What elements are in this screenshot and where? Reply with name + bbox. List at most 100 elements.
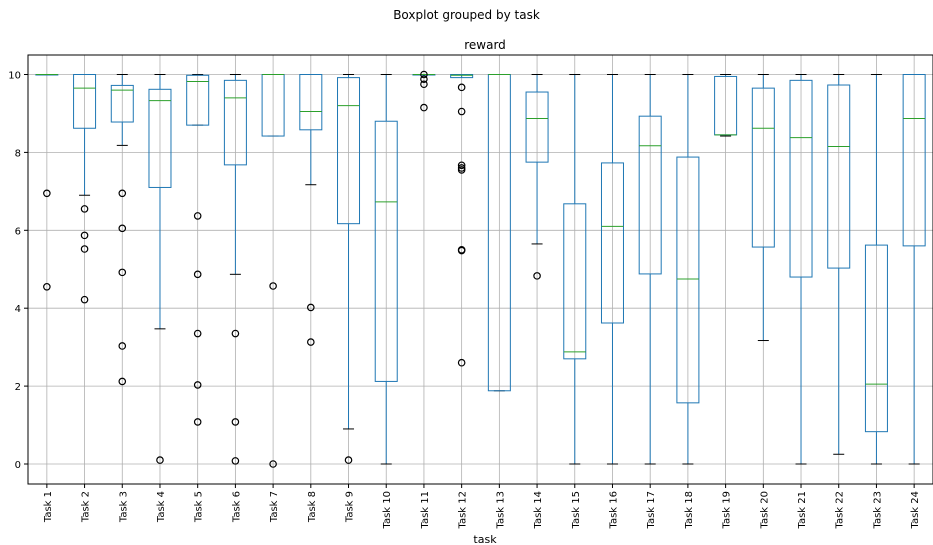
box-group [73, 74, 97, 304]
box-group [450, 74, 474, 367]
outlier-point [457, 246, 466, 255]
box-group [714, 74, 738, 137]
x-tick-label: Task 20 [759, 491, 770, 530]
x-tick-label: Task 23 [872, 491, 883, 530]
outlier-point [420, 103, 428, 112]
box-group [864, 74, 888, 465]
box-iqr [563, 203, 587, 360]
boxes-layer [35, 70, 926, 468]
outlier-point [118, 189, 127, 198]
x-tick-label: Task 10 [382, 491, 393, 530]
outlier-point [420, 75, 428, 83]
outlier-point [457, 161, 466, 170]
box-group [525, 74, 549, 280]
x-tick-label: Task 15 [571, 491, 582, 530]
outlier-point [193, 329, 202, 338]
box-iqr [223, 79, 247, 166]
x-tick-label: Task 5 [194, 491, 205, 523]
outlier-point [420, 70, 428, 79]
outlier-point [156, 456, 164, 464]
box-iqr [751, 87, 775, 248]
outlier-point [118, 377, 127, 386]
outlier-point [80, 295, 89, 304]
y-tick-label: 8 [15, 148, 21, 159]
axes-layer: 0 2 4 6 8 10 Task 1 Task 2 Task 3 Task 4 Task 5 Tas… [8, 54, 933, 530]
box-group [337, 74, 361, 464]
box-group [412, 70, 436, 112]
outlier-point [457, 166, 466, 174]
box-iqr [864, 244, 888, 433]
grid-layer [28, 55, 933, 484]
outlier-point [43, 189, 51, 198]
x-tick-label: Task 11 [420, 491, 431, 530]
box-iqr [374, 120, 398, 382]
outlier-point [307, 338, 315, 346]
chart-suptitle: Boxplot grouped by task [393, 8, 540, 22]
y-tick-label: 4 [15, 304, 21, 315]
x-tick-label: Task 21 [797, 491, 808, 530]
outlier-point [457, 358, 466, 367]
box-group [751, 74, 775, 342]
x-tick-label: Task 6 [231, 491, 242, 523]
x-tick-label: Task 7 [269, 491, 280, 523]
box-group [110, 74, 134, 386]
x-tick-label: Task 8 [307, 491, 318, 523]
box-iqr [789, 79, 813, 278]
x-tick-label: Task 14 [533, 491, 544, 530]
box-group [374, 74, 398, 465]
box-iqr [337, 77, 361, 225]
outlier-point [231, 418, 240, 426]
outlier-point [43, 282, 51, 291]
outlier-point [118, 342, 127, 350]
outlier-point [193, 212, 202, 220]
box-iqr [676, 156, 700, 404]
box-iqr [73, 74, 97, 129]
outlier-point [118, 268, 127, 277]
box-iqr [148, 88, 172, 188]
box-iqr [638, 115, 662, 275]
box-iqr [299, 74, 323, 131]
chart-title: reward [464, 38, 506, 52]
outlier-point [231, 329, 240, 338]
box-iqr [110, 84, 134, 123]
outlier-point [193, 381, 202, 389]
outlier-point [269, 460, 277, 468]
outlier-point [80, 245, 89, 253]
x-tick-label: Task 16 [608, 491, 619, 530]
box-group [563, 74, 587, 465]
x-tick-label: Task 3 [118, 491, 129, 523]
box-group [638, 74, 662, 465]
y-tick-label: 10 [8, 71, 21, 82]
outlier-point [193, 270, 202, 279]
box-group [186, 74, 210, 426]
x-tick-label: Task 19 [722, 491, 733, 530]
plot-frame [27, 54, 933, 485]
x-tick-label: Task 2 [81, 491, 92, 523]
x-tick-label: Task 22 [835, 491, 846, 530]
x-tick-label: Task 9 [345, 491, 356, 523]
box-group [35, 74, 59, 291]
x-tick-label: Task 1 [43, 491, 54, 523]
box-group [827, 74, 851, 455]
box-group [487, 74, 511, 392]
outlier-point [307, 303, 315, 312]
box-iqr [902, 74, 926, 247]
box-group [299, 74, 323, 346]
box-iqr [186, 74, 210, 126]
x-tick-label: Task 24 [910, 491, 921, 530]
box-iqr [827, 84, 851, 269]
x-tick-label: Task 17 [646, 491, 657, 530]
box-group [223, 74, 247, 465]
x-tick-label: Task 13 [495, 491, 506, 530]
x-tick-label: Task 18 [684, 491, 695, 530]
box-group [676, 74, 700, 465]
y-tick-label: 0 [15, 460, 21, 471]
outlier-point [533, 272, 541, 280]
outlier-point [420, 80, 428, 89]
box-group [261, 74, 285, 468]
outlier-point [231, 457, 240, 465]
box-iqr [525, 91, 549, 163]
outlier-point [457, 83, 466, 92]
